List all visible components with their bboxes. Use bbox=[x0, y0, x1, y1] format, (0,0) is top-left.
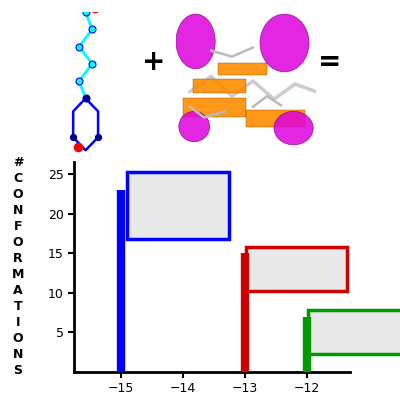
Text: O: O bbox=[13, 236, 23, 248]
Text: N: N bbox=[13, 348, 23, 360]
Text: C: C bbox=[14, 172, 22, 184]
Bar bbox=[193, 80, 246, 93]
Bar bbox=[218, 63, 267, 75]
Text: N: N bbox=[13, 204, 23, 216]
Point bbox=[89, 26, 95, 32]
Text: M: M bbox=[12, 268, 24, 280]
Text: T: T bbox=[14, 300, 22, 312]
Text: S: S bbox=[14, 364, 22, 376]
Ellipse shape bbox=[179, 111, 210, 142]
Ellipse shape bbox=[274, 111, 313, 145]
Point bbox=[74, 144, 81, 150]
Point bbox=[76, 78, 82, 84]
Ellipse shape bbox=[176, 14, 215, 69]
Text: O: O bbox=[13, 332, 23, 344]
Bar bbox=[246, 110, 305, 126]
Bar bbox=[127, 172, 229, 239]
Ellipse shape bbox=[260, 14, 309, 72]
Point bbox=[70, 134, 76, 140]
Text: O: O bbox=[13, 188, 23, 200]
Text: I: I bbox=[16, 316, 20, 328]
Text: A: A bbox=[13, 284, 23, 296]
Text: F: F bbox=[14, 220, 22, 232]
Point bbox=[82, 9, 89, 15]
Text: =: = bbox=[318, 48, 342, 76]
Point bbox=[82, 95, 89, 102]
Text: +: + bbox=[142, 48, 166, 76]
Point bbox=[82, 95, 89, 102]
Point bbox=[89, 61, 95, 67]
Point bbox=[92, 4, 98, 11]
Text: #: # bbox=[13, 156, 23, 168]
Bar bbox=[183, 98, 246, 118]
Bar bbox=[246, 247, 347, 291]
Bar bbox=[308, 310, 400, 354]
Point bbox=[95, 134, 101, 140]
Point bbox=[76, 43, 82, 50]
Text: R: R bbox=[13, 252, 23, 264]
